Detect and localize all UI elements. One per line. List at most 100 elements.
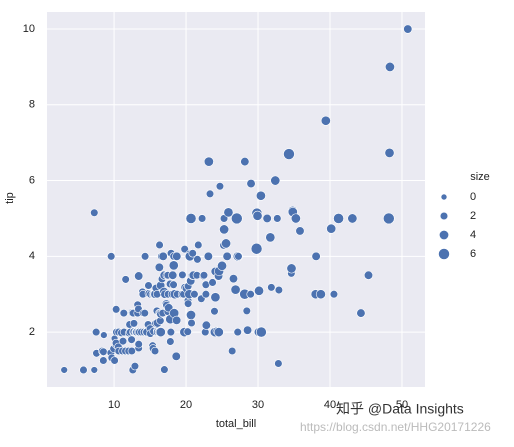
point: [172, 315, 182, 325]
y-tick-label: 10: [23, 23, 35, 35]
y-tick-label: 6: [29, 174, 35, 186]
legend-title: size: [470, 171, 490, 183]
legend-marker: [438, 248, 450, 260]
point: [150, 346, 160, 356]
point: [230, 284, 241, 295]
point: [223, 207, 234, 218]
point: [90, 208, 99, 217]
point: [180, 244, 189, 254]
point: [210, 292, 221, 303]
point: [315, 289, 326, 300]
point: [240, 157, 250, 167]
point: [213, 327, 224, 338]
y-tick-label: 4: [29, 250, 35, 262]
point: [233, 327, 242, 337]
point: [183, 299, 193, 308]
point: [160, 365, 169, 374]
point: [168, 270, 178, 280]
point: [242, 306, 251, 316]
point: [178, 270, 187, 280]
point: [107, 252, 116, 261]
point: [134, 271, 144, 281]
plot-background: [47, 12, 425, 387]
point: [205, 189, 215, 198]
point: [155, 240, 164, 250]
point: [262, 213, 272, 223]
point: [92, 327, 101, 337]
point: [217, 260, 228, 271]
point: [382, 212, 395, 225]
x-tick-label: 10: [108, 399, 120, 411]
watermark: 知乎 @Data Insights: [336, 401, 464, 417]
legend-marker: [439, 211, 449, 221]
point: [329, 290, 339, 299]
point: [326, 223, 337, 234]
point: [215, 182, 225, 191]
x-tick-label: 50: [396, 399, 408, 411]
point: [168, 260, 179, 271]
point: [99, 356, 108, 365]
point: [243, 325, 253, 335]
point: [250, 242, 263, 255]
point: [119, 308, 128, 318]
point: [252, 210, 263, 221]
point: [201, 290, 211, 299]
point: [121, 275, 130, 284]
point: [194, 240, 203, 250]
point: [60, 366, 68, 374]
point: [283, 148, 295, 160]
point: [290, 213, 301, 224]
point: [79, 365, 88, 375]
point: [201, 320, 211, 330]
point: [311, 251, 321, 261]
point: [197, 214, 207, 223]
point: [333, 213, 344, 224]
point: [320, 115, 331, 126]
legend-label: 2: [470, 210, 476, 222]
point: [169, 280, 178, 289]
point: [171, 351, 181, 361]
point: [118, 337, 128, 346]
point: [127, 346, 136, 356]
x-tick-label: 20: [180, 399, 192, 411]
y-tick-label: 8: [29, 99, 35, 111]
point: [100, 331, 108, 339]
point: [267, 283, 276, 292]
point: [255, 190, 266, 201]
point: [190, 290, 199, 299]
point: [265, 232, 276, 243]
point: [183, 327, 192, 336]
point: [384, 147, 395, 158]
point: [403, 24, 413, 34]
point: [203, 156, 214, 167]
point: [246, 179, 256, 189]
x-tick-label: 30: [252, 399, 264, 411]
point: [356, 308, 366, 318]
point: [134, 340, 143, 349]
point: [363, 270, 374, 280]
legend-label: 0: [470, 191, 476, 203]
watermark-url: https://blog.csdn.net/HHG20171226: [300, 420, 491, 434]
point: [166, 327, 176, 337]
point: [273, 214, 282, 223]
point: [158, 251, 168, 261]
point: [222, 251, 232, 261]
point: [270, 175, 281, 186]
point: [203, 251, 213, 261]
point: [234, 252, 243, 261]
point: [99, 347, 108, 356]
legend-label: 6: [470, 248, 476, 260]
point: [127, 335, 136, 344]
point: [186, 310, 196, 321]
point: [185, 213, 197, 224]
point: [274, 285, 284, 295]
legend-marker: [440, 193, 448, 201]
point: [187, 318, 196, 328]
point: [154, 262, 164, 272]
point: [90, 366, 99, 374]
point: [140, 308, 149, 318]
point: [155, 327, 166, 338]
legend-marker: [439, 230, 449, 240]
y-tick-label: 2: [29, 326, 35, 338]
